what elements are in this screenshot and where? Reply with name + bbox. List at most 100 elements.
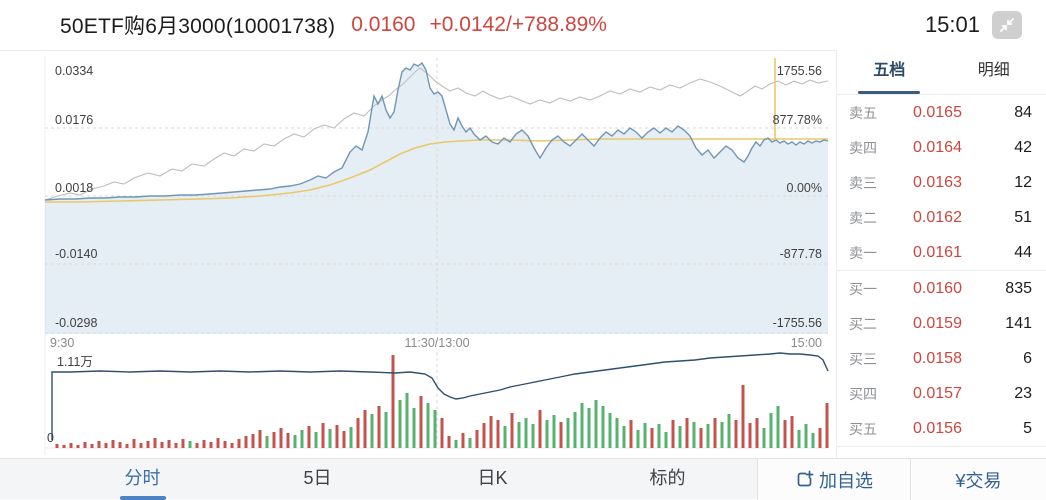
volume-bar xyxy=(469,438,472,448)
volume-bar xyxy=(196,443,199,448)
level-price: 0.0163 xyxy=(895,174,980,192)
volume-bar xyxy=(630,420,633,448)
volume-bar xyxy=(140,443,143,448)
level-quantity: 23 xyxy=(980,385,1032,403)
volume-bar xyxy=(707,424,710,448)
period-tab[interactable]: 分时 xyxy=(55,459,230,500)
level-label: 买二 xyxy=(849,314,895,334)
trade-label: ¥交易 xyxy=(955,467,1001,493)
volume-bar xyxy=(497,420,500,448)
level-price: 0.0160 xyxy=(895,280,980,298)
volume-bar xyxy=(175,443,178,448)
level-quantity: 84 xyxy=(980,104,1032,122)
y-axis-percent-label: 0.00% xyxy=(742,181,822,195)
volume-bar xyxy=(280,428,283,448)
level-price: 0.0164 xyxy=(895,139,980,157)
volume-bar xyxy=(350,427,353,448)
volume-bar xyxy=(413,408,416,448)
volume-bar xyxy=(791,416,794,448)
level-quantity: 12 xyxy=(980,174,1032,192)
volume-bar xyxy=(784,420,787,448)
volume-bar xyxy=(756,418,759,448)
volume-bar xyxy=(455,440,458,448)
volume-bar xyxy=(189,441,192,448)
volume-bar xyxy=(693,422,696,448)
volume-bar xyxy=(154,438,157,448)
volume-bar xyxy=(518,422,521,448)
volume-bar xyxy=(266,436,269,448)
level-price: 0.0156 xyxy=(895,420,980,438)
volume-bar xyxy=(91,444,94,448)
volume-bar xyxy=(679,426,682,448)
y-axis-percent-label: -877.78 xyxy=(742,247,822,261)
order-book-tab-active[interactable]: 五档 xyxy=(837,50,942,94)
level-label: 买三 xyxy=(849,349,895,369)
collapse-icon[interactable] xyxy=(992,11,1022,39)
level-label: 卖五 xyxy=(849,103,895,123)
volume-bar xyxy=(315,432,318,448)
market-time: 15:01 xyxy=(925,12,980,38)
level-price: 0.0159 xyxy=(895,315,980,333)
volume-bar xyxy=(301,430,304,448)
volume-bar xyxy=(609,413,612,448)
volume-bar xyxy=(322,423,325,448)
volume-bar xyxy=(182,439,185,448)
volume-bar xyxy=(588,408,591,448)
volume-bar xyxy=(336,425,339,448)
volume-bar xyxy=(420,396,423,448)
volume-bar xyxy=(259,430,262,448)
volume-bar xyxy=(210,442,213,448)
volume-bar xyxy=(665,432,668,448)
order-book-tab-inactive[interactable]: 明细 xyxy=(942,50,1046,94)
period-tab[interactable]: 日K xyxy=(405,459,580,500)
level-label: 卖一 xyxy=(849,243,895,263)
volume-bar xyxy=(770,413,773,448)
order-book-tabs: 五档明细 xyxy=(837,50,1046,94)
volume-bar xyxy=(84,442,87,448)
volume-bar xyxy=(742,385,745,448)
trade-button[interactable]: ¥交易 xyxy=(910,459,1046,500)
volume-bar xyxy=(399,400,402,448)
add-watchlist-label: 加自选 xyxy=(819,467,873,493)
level-quantity: 44 xyxy=(980,244,1032,262)
period-tab[interactable]: 标的 xyxy=(580,459,755,500)
volume-bar xyxy=(819,428,822,448)
volume-bar xyxy=(798,430,801,448)
level-quantity: 42 xyxy=(980,139,1032,157)
volume-bar xyxy=(434,410,437,448)
volume-bar xyxy=(476,430,479,448)
level-price: 0.0161 xyxy=(895,244,980,262)
volume-bar xyxy=(700,428,703,448)
volume-bar xyxy=(147,441,150,448)
volume-bar xyxy=(441,418,444,448)
add-watchlist-button[interactable]: 加自选 xyxy=(757,459,910,500)
period-tab[interactable]: 5日 xyxy=(230,459,405,500)
volume-bar xyxy=(217,438,220,448)
volume-bar xyxy=(672,420,675,448)
x-label-close: 15:00 xyxy=(742,336,822,350)
volume-bar xyxy=(252,434,255,448)
y-axis-price-label: 0.0018 xyxy=(55,181,93,195)
volume-bar xyxy=(392,355,395,448)
volume-bar xyxy=(581,403,584,448)
volume-bar xyxy=(721,422,724,448)
volume-bar xyxy=(714,418,717,448)
volume-bar xyxy=(546,420,549,448)
volume-bar xyxy=(525,418,528,448)
volume-bar xyxy=(826,403,829,448)
volume-bar xyxy=(595,400,598,448)
